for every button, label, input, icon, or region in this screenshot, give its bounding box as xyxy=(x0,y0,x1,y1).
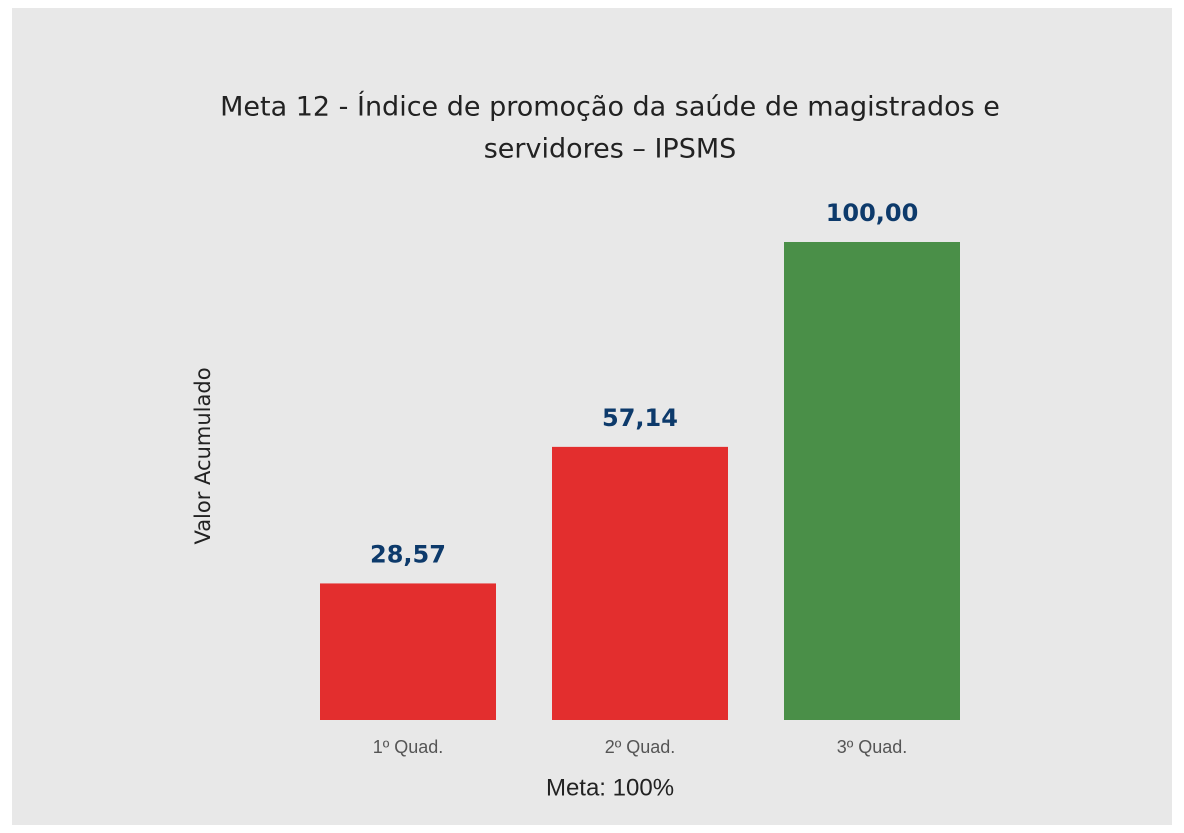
chart-title: servidores – IPSMS xyxy=(484,134,737,165)
x-tick-label: 1º Quad. xyxy=(373,737,444,757)
data-label: 57,14 xyxy=(602,404,678,432)
chart-title: Meta 12 - Índice de promoção da saúde de… xyxy=(220,91,1000,123)
x-tick-label: 2º Quad. xyxy=(605,737,676,757)
bar xyxy=(320,583,496,720)
data-label: 100,00 xyxy=(826,199,919,227)
data-label: 28,57 xyxy=(370,540,446,568)
x-tick-label: 3º Quad. xyxy=(837,737,908,757)
bar xyxy=(784,242,960,720)
bar xyxy=(552,446,728,720)
y-axis-label: Valor Acumulado xyxy=(191,367,215,544)
x-axis-label: Meta: 100% xyxy=(546,774,674,801)
